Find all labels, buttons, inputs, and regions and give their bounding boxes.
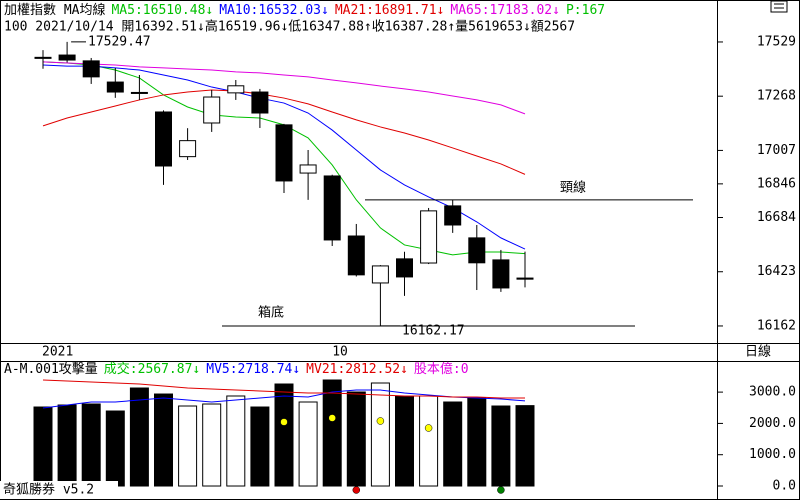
y-tick-label: 16684: [757, 210, 796, 225]
candle-body: [106, 81, 124, 93]
volume-bar: [419, 395, 439, 487]
candle-body: [227, 85, 245, 94]
header-segment: MV21:2812.52↓: [306, 362, 408, 377]
volume-bar: [178, 405, 198, 487]
volume-bar: [129, 387, 149, 487]
candle-body: [444, 205, 462, 226]
signal-marker: [497, 486, 505, 494]
y-tick-label: 16846: [757, 176, 796, 191]
y-tick-label: 3000.0: [749, 385, 796, 400]
volume-bar: [57, 404, 77, 487]
annotation-label: 箱底: [258, 304, 284, 320]
annotation-label: 16162.17: [402, 323, 465, 338]
volume-bar: [443, 401, 463, 487]
header-segment: 股本億:0: [414, 361, 469, 377]
volume-bar: [346, 391, 366, 487]
candle-body: [58, 54, 76, 61]
candle-body: [323, 175, 341, 241]
candle-body: [516, 277, 534, 280]
header-segment: MA5:16510.48↓: [111, 3, 213, 18]
candle-body: [299, 164, 317, 174]
window-icon[interactable]: [770, 0, 788, 13]
signal-dot: [328, 414, 336, 422]
ma-line: [42, 64, 526, 250]
volume-bar: [370, 382, 390, 487]
y-tick-label: 0.0: [773, 479, 796, 494]
volume-bar: [250, 406, 270, 487]
candle-body: [347, 235, 365, 276]
candle-body: [82, 60, 100, 78]
volume-bar: [322, 379, 342, 487]
y-tick-label: 17529: [757, 34, 796, 49]
volume-bar: [33, 406, 53, 487]
volume-header: A-M.001攻擊量 成交:2567.87↓ MV5:2718.74↓ MV21:28…: [4, 361, 469, 377]
volume-bar: [491, 405, 511, 487]
candle-body: [34, 56, 52, 59]
candle-body: [396, 258, 413, 278]
candle-body: [420, 210, 438, 264]
ma-line: [42, 61, 526, 115]
y-tick-label: 2000.0: [749, 416, 796, 431]
y-tick-label: 16162: [757, 318, 796, 333]
header-segment: MV5:2718.74↓: [206, 362, 300, 377]
header-segment: 加權指數 MA均線: [4, 2, 105, 18]
header-segment: P:167: [566, 3, 605, 18]
candle-body: [179, 140, 197, 158]
ma-line: [42, 379, 526, 399]
signal-dot: [280, 418, 288, 426]
candle-body: [251, 91, 269, 114]
volume-bar: [298, 401, 318, 487]
volume-bar: [274, 383, 294, 487]
y-tick-label: 17268: [757, 89, 796, 104]
header-segment: MA10:16532.03↓: [219, 3, 329, 18]
candle-body: [130, 91, 148, 94]
volume-bar: [395, 395, 414, 487]
y-tick-label: 17007: [757, 143, 796, 158]
x-tick-label: 2021: [42, 345, 73, 360]
annotation-label: 頸線: [560, 179, 586, 195]
volume-bar: [226, 395, 246, 487]
ma-line: [42, 89, 526, 175]
candle-body: [155, 111, 172, 167]
volume-bar: [154, 393, 173, 487]
footer: 奇狐勝券 v5.2: [3, 482, 94, 498]
candle-body: [203, 96, 221, 124]
y-tick-label: 1000.0: [749, 447, 796, 462]
x-tick-label: 10: [332, 345, 348, 360]
volume-bar: [105, 410, 125, 487]
header-segment: A-M.001攻擊量: [4, 361, 98, 377]
signal-dot: [424, 424, 433, 432]
period-label: 日線: [745, 344, 771, 360]
footer-bg: [0, 481, 118, 499]
candle-body: [468, 237, 486, 264]
volume-bar: [467, 397, 487, 487]
volume-bar: [202, 403, 222, 487]
volume-bar: [515, 405, 535, 487]
candle-body: [371, 265, 389, 284]
annotation-label: 17529.47: [88, 34, 151, 49]
header-segment: 成交:2567.87↓: [104, 361, 200, 377]
candle-body: [275, 124, 293, 182]
info-line: 100 2021/10/14 開16392.51↓高16519.96↓低1634…: [4, 19, 575, 35]
header-segment: MA21:16891.71↓: [335, 3, 445, 18]
signal-dot: [376, 417, 385, 425]
candle-body: [492, 259, 510, 289]
price-header: 加權指數 MA均線 MA5:16510.48↓ MA10:16532.03↓ MA21…: [4, 2, 605, 18]
signal-marker: [352, 486, 361, 494]
header-segment: MA65:17183.02↓: [450, 3, 560, 18]
volume-bar: [81, 403, 101, 487]
y-tick-label: 16423: [757, 264, 796, 279]
